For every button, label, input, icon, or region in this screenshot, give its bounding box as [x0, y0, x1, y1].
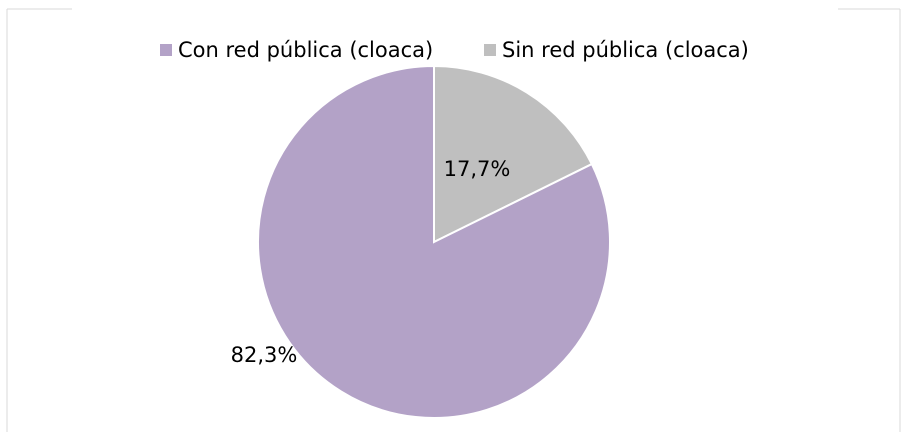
legend-item-con-red: Con red pública (cloaca) [160, 34, 433, 66]
legend-swatch-con-red [160, 44, 172, 56]
legend-swatch-sin-red [484, 44, 496, 56]
legend-label-sin-red: Sin red pública (cloaca) [502, 38, 749, 62]
legend-label-con-red: Con red pública (cloaca) [178, 38, 434, 62]
chart-legend: Con red pública (cloaca) Sin red pública… [0, 34, 906, 66]
pie-slice-con-red [257, 64, 611, 419]
data-label-sin-red: 17,7% [444, 157, 511, 181]
data-label-con-red: 82,3% [231, 343, 298, 367]
pie-slice-sin-red [433, 64, 594, 244]
legend-item-sin-red: Sin red pública (cloaca) [484, 34, 749, 66]
